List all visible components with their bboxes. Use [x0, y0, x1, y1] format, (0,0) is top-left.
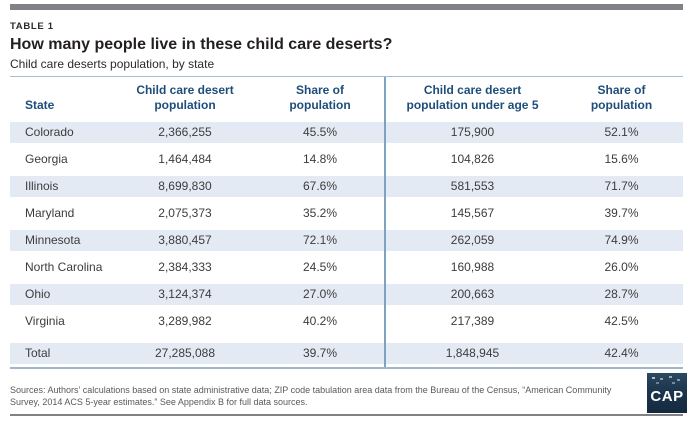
share-u5-cell: 26.0% [604, 260, 639, 275]
ccd-population-cell: 3,880,457 [158, 233, 212, 248]
column-header-ccd-population: Child care desert population [115, 83, 255, 119]
table-total-row: Total 27,285,088 39.7% 1,848,945 42.4% [10, 339, 683, 367]
ccd-population-cell: 1,464,484 [158, 152, 212, 167]
share-u5-cell: 71.7% [604, 179, 639, 194]
column-header-label: State [25, 97, 55, 112]
share-u5-cell: 42.4% [604, 346, 639, 361]
share-cell: 14.8% [302, 152, 338, 167]
table-row: Maryland 2,075,373 35.2% 145,567 39.7% [10, 200, 683, 227]
ccd-population-u5-cell: 217,389 [450, 314, 495, 329]
column-header-state: State [10, 98, 115, 119]
column-divider [384, 76, 386, 367]
cap-logo-text: CAP [650, 387, 684, 405]
column-header-label: Share of population [590, 83, 653, 112]
table-number-label: TABLE 1 [10, 21, 54, 32]
page-title: How many people live in these child care… [10, 36, 393, 53]
state-cell: Illinois [25, 179, 59, 194]
state-cell: Colorado [25, 125, 74, 140]
ccd-population-cell: 2,384,333 [158, 260, 212, 275]
state-cell: Minnesota [25, 233, 81, 248]
bottom-rule [10, 414, 683, 416]
top-rule [10, 4, 683, 10]
ccd-population-u5-cell: 145,567 [450, 206, 495, 221]
column-header-ccd-population-under-5: Child care desert population under age 5 [385, 83, 560, 119]
share-cell: 40.2% [302, 314, 338, 329]
report-table-figure: TABLE 1 How many people live in these ch… [0, 4, 693, 424]
column-header-label: Child care desert population under age 5 [406, 83, 539, 112]
ccd-population-cell: 8,699,830 [158, 179, 212, 194]
share-cell: 24.5% [302, 260, 338, 275]
table-row: Illinois 8,699,830 67.6% 581,553 71.7% [10, 172, 683, 200]
ccd-population-u5-cell: 104,826 [450, 152, 495, 167]
table-row: Ohio 3,124,374 27.0% 200,663 28.7% [10, 280, 683, 308]
column-header-label: Child care desert population [136, 83, 234, 112]
state-cell: North Carolina [25, 260, 103, 275]
state-cell: Maryland [25, 206, 75, 221]
share-cell: 35.2% [302, 206, 338, 221]
column-header-share-under-5: Share of population [560, 83, 683, 119]
state-cell: Georgia [25, 152, 68, 167]
cap-logo: CAP [647, 373, 687, 413]
table-row: Minnesota 3,880,457 72.1% 262,059 74.9% [10, 226, 683, 254]
page-subtitle: Child care deserts population, by state [10, 56, 215, 71]
state-cell: Total [25, 346, 51, 361]
table-row: Colorado 2,366,255 45.5% 175,900 52.1% [10, 118, 683, 146]
sources-note: Sources: Authors’ calculations based on … [10, 384, 612, 407]
share-u5-cell: 52.1% [604, 125, 639, 140]
ccd-population-u5-cell: 160,988 [450, 260, 495, 275]
share-cell: 67.6% [302, 179, 338, 194]
share-cell: 39.7% [302, 346, 338, 361]
data-table: State Child care desert population Share… [10, 75, 683, 369]
flag-specks-icon [652, 377, 655, 379]
ccd-population-cell: 3,289,982 [158, 314, 212, 329]
ccd-population-u5-cell: 581,553 [450, 179, 495, 194]
ccd-population-cell: 27,285,088 [154, 346, 216, 361]
table-header-row: State Child care desert population Share… [10, 77, 683, 119]
share-u5-cell: 28.7% [604, 287, 639, 302]
ccd-population-cell: 2,075,373 [158, 206, 212, 221]
ccd-population-u5-cell: 200,663 [450, 287, 495, 302]
ccd-population-u5-cell: 262,059 [450, 233, 495, 248]
share-cell: 45.5% [302, 125, 338, 140]
share-cell: 27.0% [302, 287, 338, 302]
ccd-population-cell: 3,124,374 [158, 287, 212, 302]
ccd-population-u5-cell: 175,900 [450, 125, 495, 140]
state-cell: Ohio [25, 287, 51, 302]
share-u5-cell: 15.6% [604, 152, 639, 167]
state-cell: Virginia [25, 314, 65, 329]
share-cell: 72.1% [302, 233, 338, 248]
ccd-population-u5-cell: 1,848,945 [445, 346, 500, 361]
share-u5-cell: 74.9% [604, 233, 639, 248]
column-header-label: Share of population [289, 83, 351, 112]
column-header-share: Share of population [255, 83, 385, 119]
share-u5-cell: 39.7% [604, 206, 639, 221]
ccd-population-cell: 2,366,255 [158, 125, 212, 140]
table-row: Virginia 3,289,982 40.2% 217,389 42.5% [10, 308, 683, 335]
table-row: North Carolina 2,384,333 24.5% 160,988 2… [10, 254, 683, 281]
share-u5-cell: 42.5% [604, 314, 639, 329]
table-row: Georgia 1,464,484 14.8% 104,826 15.6% [10, 146, 683, 173]
